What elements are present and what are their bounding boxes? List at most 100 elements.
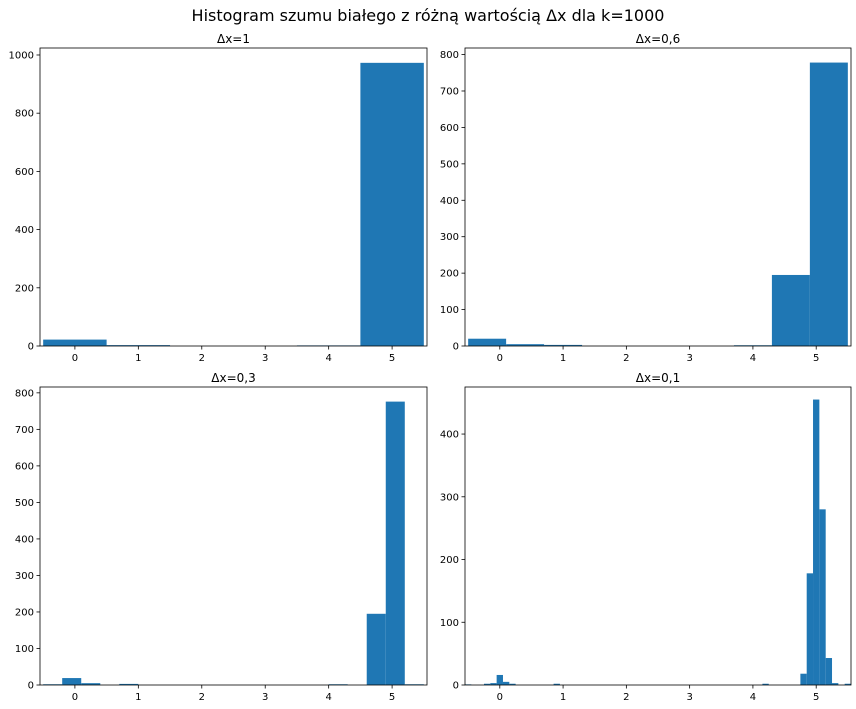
bar-6 <box>360 62 424 347</box>
bar-10 <box>806 573 814 685</box>
bar-7 <box>553 683 560 685</box>
bar-4 <box>496 674 503 685</box>
bar-1 <box>468 338 507 346</box>
bars <box>43 401 424 685</box>
y-tick-label: 600 <box>15 461 34 472</box>
x-tick-label: 0 <box>72 692 78 703</box>
x-tick-label: 3 <box>686 692 692 703</box>
bar-2 <box>106 345 171 346</box>
x-tick-label: 3 <box>262 353 268 364</box>
y-tick-label: 600 <box>440 123 459 134</box>
y-tick-label: 800 <box>15 109 34 120</box>
bar-2 <box>483 683 491 685</box>
y-tick-label: 400 <box>440 196 459 207</box>
x-tick-label: 1 <box>135 353 141 364</box>
axes-frame <box>39 47 428 347</box>
bar-3 <box>81 683 101 685</box>
x-tick-label: 0 <box>72 353 78 364</box>
y-tick-label: 1000 <box>9 50 34 61</box>
x-tick-label: 4 <box>750 353 756 364</box>
y-tick-label: 800 <box>15 388 34 399</box>
y-tick-label: 200 <box>15 607 34 618</box>
subplot-3: Δx=0,3 0 1 2 3 4 5 0 100 200 300 400 500 600 700 800 <box>15 371 428 703</box>
bars <box>465 399 851 685</box>
x-tick-label: 5 <box>813 692 819 703</box>
bar-14 <box>832 683 839 685</box>
x-tick-label: 5 <box>389 353 395 364</box>
y-tick-label: 100 <box>15 644 34 655</box>
axes-frame <box>464 386 852 686</box>
y-tick-label: 500 <box>440 159 459 170</box>
bar-12 <box>819 509 826 685</box>
x-tick-label: 3 <box>262 692 268 703</box>
y-tick-label: 0 <box>453 342 459 353</box>
x-tick-label: 1 <box>135 692 141 703</box>
y-tick-label: 200 <box>15 283 34 294</box>
x-tick-label: 5 <box>389 692 395 703</box>
y-tick-label: 100 <box>440 305 459 316</box>
bar-15 <box>844 683 851 685</box>
y-tick-label: 300 <box>440 232 459 243</box>
y-tick-label: 300 <box>15 571 34 582</box>
bar-10 <box>809 62 848 346</box>
x-tick-label: 2 <box>623 353 629 364</box>
bars <box>43 62 424 347</box>
x-tick-label: 1 <box>560 353 566 364</box>
y-tick-label: 500 <box>15 498 34 509</box>
bar-6 <box>509 683 516 685</box>
y-tick-label: 300 <box>440 492 459 503</box>
x-tick-label: 5 <box>813 353 819 364</box>
bar-1 <box>43 339 107 346</box>
bar-6 <box>366 613 386 685</box>
bar-2 <box>62 678 82 685</box>
bar-9 <box>771 274 810 346</box>
y-tick-label: 0 <box>28 342 34 353</box>
y-tick-label: 400 <box>440 430 459 441</box>
subplot-title: Δx=0,1 <box>636 371 680 385</box>
bar-3 <box>490 683 497 685</box>
subplot-title: Δx=0,6 <box>636 32 680 46</box>
bar-4 <box>119 683 139 685</box>
bar-3 <box>544 344 583 346</box>
y-tick-label: 0 <box>453 681 459 692</box>
x-tick-label: 2 <box>623 692 629 703</box>
axes-frame <box>39 386 428 686</box>
y-tick-label: 200 <box>440 555 459 566</box>
x-tick-label: 4 <box>325 353 331 364</box>
subplot-title: Δx=0,3 <box>211 371 255 385</box>
x-tick-label: 4 <box>750 692 756 703</box>
y-tick-label: 0 <box>28 681 34 692</box>
y-tick-label: 700 <box>15 425 34 436</box>
bar-13 <box>825 658 833 685</box>
subplot-4: Δx=0,1 0 1 2 3 4 5 0 100 200 300 400 <box>440 371 852 703</box>
bar-2 <box>506 344 545 346</box>
y-tick-label: 600 <box>15 167 34 178</box>
bar-9 <box>800 673 807 685</box>
figure-title: Histogram szumu białego z różną wartości… <box>192 6 665 25</box>
y-tick-label: 100 <box>440 618 459 629</box>
x-tick-label: 2 <box>199 692 205 703</box>
y-tick-label: 400 <box>15 225 34 236</box>
x-tick-label: 1 <box>560 692 566 703</box>
bars <box>468 62 848 346</box>
y-tick-label: 700 <box>440 86 459 97</box>
axes-frame <box>464 47 852 347</box>
bar-5 <box>502 681 510 685</box>
y-tick-label: 400 <box>15 534 34 545</box>
x-tick-label: 3 <box>686 353 692 364</box>
x-tick-label: 0 <box>497 692 503 703</box>
bar-7 <box>385 401 405 685</box>
bar-8 <box>762 683 769 685</box>
x-tick-label: 4 <box>325 692 331 703</box>
x-tick-label: 2 <box>199 353 205 364</box>
bar-11 <box>813 399 820 685</box>
subplot-1: Δx=1 0 1 2 3 4 5 0 200 400 600 800 1000 <box>9 32 428 364</box>
subplot-2: Δx=0,6 0 1 2 3 4 5 0 100 200 300 400 500 600 700 800 <box>440 32 852 364</box>
subplot-title: Δx=1 <box>217 32 250 46</box>
y-tick-label: 200 <box>440 269 459 280</box>
y-tick-label: 800 <box>440 50 459 61</box>
x-tick-label: 0 <box>497 353 503 364</box>
